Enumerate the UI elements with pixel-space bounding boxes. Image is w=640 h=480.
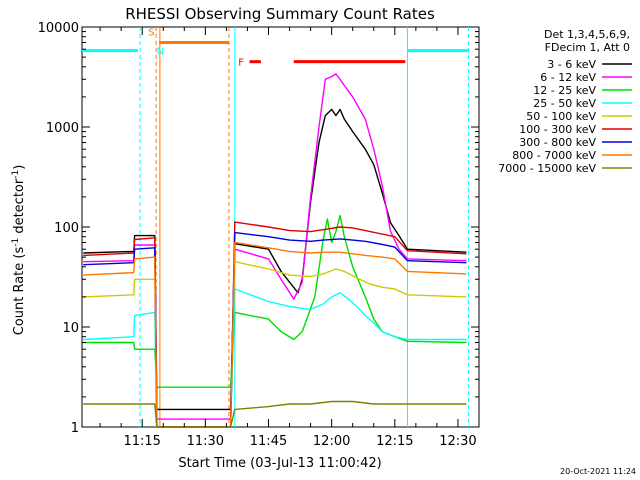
x-axis-label: Start Time (03-Jul-13 11:00:42) <box>178 456 381 471</box>
legend-header-line-1: Det 1,3,4,5,6,9, <box>544 28 630 41</box>
x-tick-label: 11:30 <box>187 434 224 449</box>
y-tick-label: 10000 <box>38 21 79 36</box>
x-tick-label: 12:00 <box>313 434 350 449</box>
plot-frame <box>81 26 480 428</box>
axis-layer: 11:15 11:30 11:45 12:00 12:15 12:30 1 10 100 1000… <box>38 21 479 449</box>
footer-date: 20-Oct-2021 11:24 <box>560 467 636 476</box>
y-axis-label-sup1: -1 <box>11 238 21 247</box>
series-line-2 <box>83 73 467 420</box>
series-line-8 <box>83 241 467 428</box>
y-axis-label-end: ) <box>12 165 27 170</box>
flag-layer: SN F <box>82 27 469 427</box>
night-mark: N <box>157 47 164 58</box>
flare-mark: F <box>238 58 244 69</box>
x-tick-label: 11:15 <box>123 434 160 449</box>
legend-label-8: 800 - 7000 keV <box>512 149 596 162</box>
y-axis-label-main: Count Rate (s <box>12 247 27 336</box>
legend-label-6: 100 - 300 keV <box>519 123 596 136</box>
y-axis-label: Count Rate (s-1 detector-1) <box>11 165 27 336</box>
y-axis-label-mid: detector <box>12 178 27 238</box>
plot-border <box>81 26 480 428</box>
legend-label-2: 6 - 12 keV <box>540 71 596 84</box>
series-line-9 <box>83 400 467 428</box>
legend-label-4: 25 - 50 keV <box>533 97 596 110</box>
legend-label-9: 7000 - 15000 keV <box>498 162 596 175</box>
saa-mark: S <box>148 28 154 39</box>
y-tick-label: 1000 <box>46 121 79 136</box>
series-layer <box>83 73 467 428</box>
legend-header-line-2: FDecim 1, Att 0 <box>545 41 630 54</box>
x-tick-label: 12:15 <box>376 434 413 449</box>
chart-title: RHESSI Observing Summary Count Rates <box>125 5 435 23</box>
legend-label-5: 50 - 100 keV <box>526 110 596 123</box>
series-line-6 <box>83 221 467 428</box>
legend-label-1: 3 - 6 keV <box>547 58 596 71</box>
series-line-5 <box>83 261 467 428</box>
series-line-7 <box>83 231 467 428</box>
x-tick-label: 12:30 <box>439 434 476 449</box>
y-axis-label-sup2: -1 <box>11 170 21 179</box>
y-tick-label: 10 <box>62 321 79 336</box>
series-line-3 <box>83 214 467 388</box>
series-line-1 <box>83 108 467 411</box>
legend-label-7: 300 - 800 keV <box>519 136 596 149</box>
y-tick-label: 1 <box>71 421 79 436</box>
legend-label-3: 12 - 25 keV <box>533 84 596 97</box>
y-tick-label: 100 <box>54 221 79 236</box>
x-tick-label: 11:45 <box>250 434 287 449</box>
